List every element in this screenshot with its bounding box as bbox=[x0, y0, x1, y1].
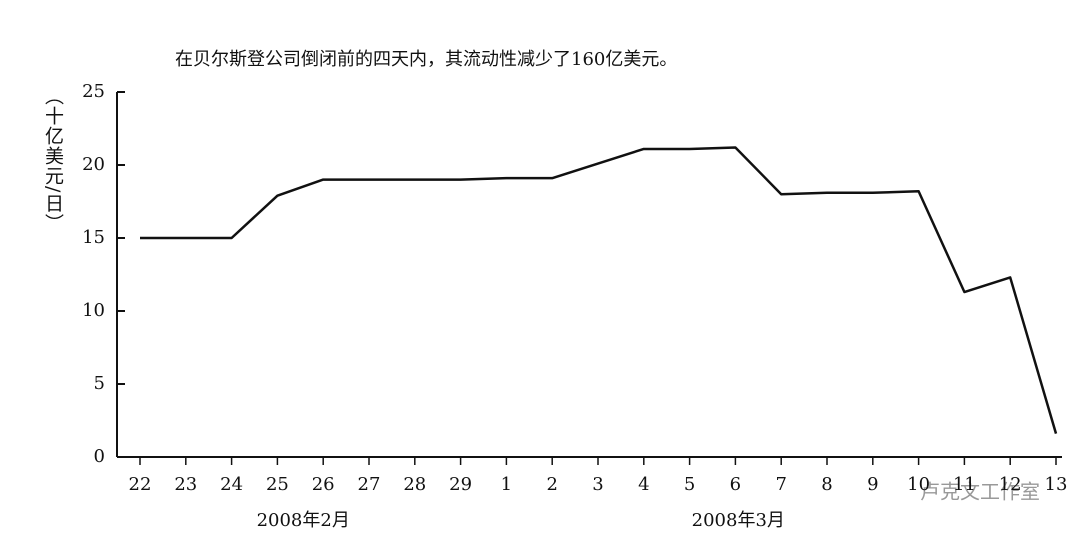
x-tick-label: 27 bbox=[358, 474, 381, 495]
x-tick-label: 4 bbox=[638, 474, 649, 495]
x-tick-label: 22 bbox=[129, 474, 152, 495]
x-tick-label: 13 bbox=[1045, 474, 1068, 495]
x-tick-label: 8 bbox=[821, 474, 832, 495]
x-tick-label: 11 bbox=[953, 474, 976, 495]
chart-title: 在贝尔斯登公司倒闭前的四天内，其流动性减少了160亿美元。 bbox=[175, 49, 677, 70]
x-tick-label: 26 bbox=[312, 474, 335, 495]
x-tick-label: 1 bbox=[501, 474, 512, 495]
x-tick-label: 10 bbox=[907, 474, 930, 495]
x-tick-label: 6 bbox=[730, 474, 741, 495]
y-tick-label: 15 bbox=[82, 227, 105, 248]
y-axis-label: （十亿美元/日） bbox=[42, 86, 64, 234]
x-group-label: 2008年3月 bbox=[692, 510, 785, 531]
x-tick-label: 29 bbox=[449, 474, 472, 495]
x-tick-label: 24 bbox=[220, 474, 243, 495]
x-tick-label: 25 bbox=[266, 474, 289, 495]
y-tick-label: 5 bbox=[94, 373, 105, 394]
x-tick-label: 12 bbox=[999, 474, 1022, 495]
x-tick-label: 23 bbox=[174, 474, 197, 495]
x-group-label: 2008年2月 bbox=[257, 510, 350, 531]
x-tick-label: 9 bbox=[867, 474, 878, 495]
x-tick-label: 2 bbox=[546, 474, 557, 495]
x-tick-label: 7 bbox=[775, 474, 786, 495]
x-tick-label: 5 bbox=[684, 474, 695, 495]
watermark: 卢克文工作室 bbox=[920, 480, 1040, 504]
y-tick-label: 0 bbox=[94, 446, 105, 467]
y-tick-label: 10 bbox=[82, 300, 105, 321]
x-tick-label: 3 bbox=[592, 474, 603, 495]
x-tick-label: 28 bbox=[403, 474, 426, 495]
y-tick-label: 25 bbox=[82, 81, 105, 102]
y-tick-label: 20 bbox=[82, 154, 105, 175]
data-line bbox=[140, 146, 1058, 434]
